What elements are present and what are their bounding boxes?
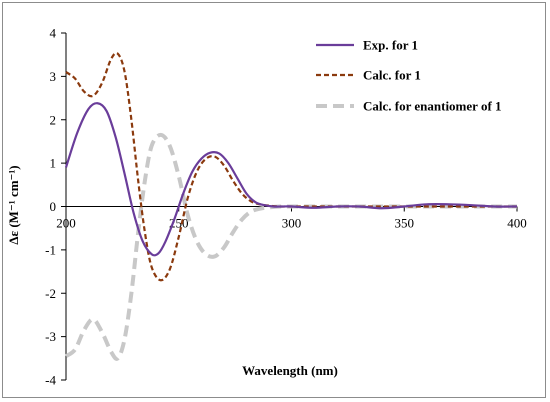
y-tick-label: -4: [45, 373, 56, 388]
y-tick-label: 1: [50, 156, 57, 171]
chart-frame: [2, 2, 546, 398]
x-tick-label: 350: [395, 216, 415, 231]
x-tick-label: 400: [507, 216, 527, 231]
y-tick-label: -3: [45, 329, 56, 344]
legend-label-3: Calc. for enantiomer of 1: [363, 99, 502, 114]
x-axis-title: Wavelength (nm): [242, 363, 338, 378]
series-layer: [64, 51, 518, 361]
series-line-3: [64, 132, 517, 361]
y-axis: -4 -3 -2 -1 0 1 2 3 4: [45, 26, 67, 388]
y-tick-label: 0: [50, 199, 57, 214]
legend-label-2: Calc. for 1: [363, 68, 421, 83]
x-tick-label: 200: [56, 216, 76, 231]
x-axis: 200 250 300 350 400: [56, 206, 527, 231]
y-tick-label: 4: [50, 26, 57, 41]
y-axis-title: Δε (M⁻¹ cm⁻¹): [6, 165, 21, 244]
y-tick-label: 3: [50, 69, 57, 84]
x-tick-label: 300: [282, 216, 302, 231]
y-tick-label: -2: [45, 286, 56, 301]
series-line-1: [64, 102, 518, 257]
legend: Exp. for 1 Calc. for 1 Calc. for enantiome…: [316, 38, 502, 114]
y-tick-label: -1: [45, 242, 56, 257]
series-line-2: [65, 51, 517, 282]
legend-label-1: Exp. for 1: [363, 38, 418, 53]
y-tick-label: 2: [50, 112, 57, 127]
